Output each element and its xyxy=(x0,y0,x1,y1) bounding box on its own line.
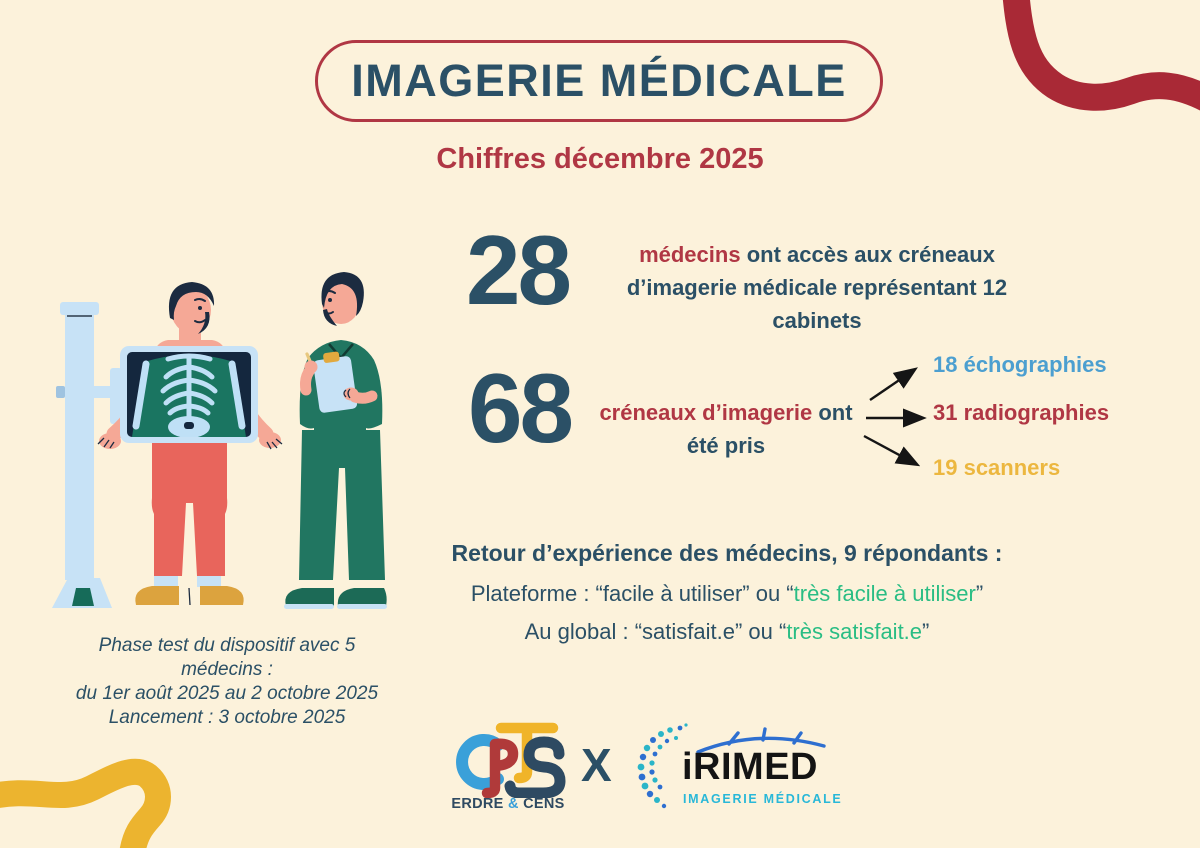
page-title: IMAGERIE MÉDICALE xyxy=(315,40,883,122)
stat-28-number: 28 xyxy=(466,215,572,325)
global-green: très satisfait.e xyxy=(786,619,923,644)
phase-test-note: Phase test du dispositif avec 5 médecins… xyxy=(57,634,397,730)
breakdown-arrows-icon xyxy=(863,367,927,467)
experience-heading: Retour d’expérience des médecins, 9 répo… xyxy=(451,540,1003,566)
global-prefix: Au global : “satisfait.e” ou “ xyxy=(524,619,787,644)
experience-platform-line: Plateforme : “facile à utiliser” ou “trè… xyxy=(420,581,1034,607)
global-suffix: ” xyxy=(922,619,930,644)
doctor-figure xyxy=(284,272,387,609)
phase-note-line2: du 1er août 2025 au 2 octobre 2025 xyxy=(75,683,379,704)
phase-note-line1: Phase test du dispositif avec 5 médecins… xyxy=(98,635,356,680)
cpts-logo xyxy=(456,722,566,798)
xray-screen xyxy=(120,346,258,443)
breakdown-scanners: 19 scanners xyxy=(933,455,1061,480)
breakdown-echographies: 18 échographies xyxy=(933,352,1107,377)
squiggle-top-right xyxy=(1002,0,1200,111)
stat-28-text: médecins ont accès aux créneaux d’imager… xyxy=(591,238,1043,337)
cpts-tagline-erdre: ERDRE xyxy=(451,796,508,812)
stat-68-text: créneaux d’imagerie ont été pris xyxy=(591,396,861,462)
patient-figure xyxy=(97,282,283,606)
irimed-swoosh-icon xyxy=(696,727,826,754)
platform-prefix: Plateforme : “facile à utiliser” ou “ xyxy=(470,581,794,606)
stat-68-number: 68 xyxy=(468,353,574,463)
phase-note-line3: Lancement : 3 octobre 2025 xyxy=(108,707,346,728)
platform-suffix: ” xyxy=(975,581,984,606)
irimed-name: iRIMED xyxy=(682,746,818,788)
irimed-logo: iRIMED IMAGERIE MÉDICALE xyxy=(636,714,841,819)
cpts-tagline-amp: & xyxy=(507,796,519,812)
irimed-dots-icon xyxy=(637,723,688,809)
squiggle-bottom-left xyxy=(0,758,171,848)
page-subtitle: Chiffres décembre 2025 xyxy=(436,143,764,175)
breakdown-radiographies: 31 radiographies xyxy=(933,400,1110,425)
xray-machine xyxy=(52,302,122,608)
experience-global-line: Au global : “satisfait.e” ou “très satis… xyxy=(420,619,1034,645)
stat-28-highlight: médecins xyxy=(639,242,741,267)
cpts-tagline-cens: CENS xyxy=(518,796,565,812)
cpts-tagline: ERDRE & CENS xyxy=(448,796,568,812)
xray-scene-illustration xyxy=(52,272,387,609)
collab-x: X xyxy=(581,739,612,791)
irimed-tagline: IMAGERIE MÉDICALE xyxy=(683,792,843,806)
platform-green: très facile à utiliser xyxy=(793,581,976,606)
stat-28-rest: ont accès aux créneaux d’imagerie médica… xyxy=(626,242,1008,333)
stat-68-rest: ont été pris xyxy=(686,400,853,458)
stat-68-highlight: créneaux d’imagerie xyxy=(599,400,813,425)
